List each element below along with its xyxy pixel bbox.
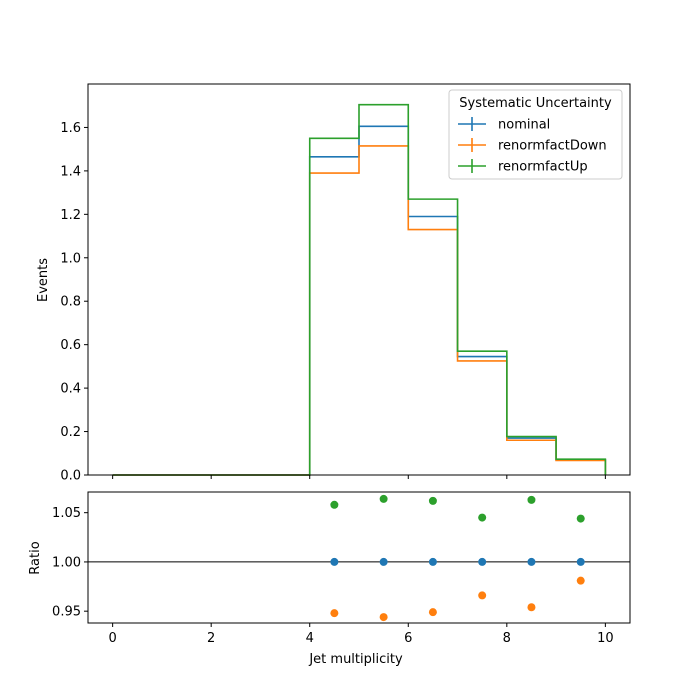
- main-y-tick-label: 0.0: [60, 469, 81, 484]
- legend-label: renormfactDown: [498, 139, 607, 154]
- ratio-point-renormfactDown: [428, 608, 437, 617]
- ratio-axes-frame: [87, 491, 631, 624]
- ratio-point-renormfactUp: [478, 513, 487, 522]
- ratio-panel: 0.95 1.00 1.05 0 2 4 6 8 10 Ratio Jet multiplic…: [28, 491, 631, 667]
- main-y-tick-label: 1.0: [60, 251, 81, 266]
- ratio-point-renormfactDown: [478, 591, 487, 600]
- ratio-point-renormfactUp: [527, 495, 536, 504]
- ratio-y-tick-label: 1.05: [52, 506, 81, 521]
- ratio-series-group: [330, 494, 585, 622]
- ratio-point-renormfactUp: [428, 496, 437, 505]
- x-tick-label: 0: [108, 631, 116, 646]
- ratio-point-nominal: [428, 557, 437, 566]
- main-y-tick-label: 1.6: [60, 121, 81, 136]
- ratio-point-renormfactUp: [576, 514, 585, 523]
- main-y-tick-label: 0.2: [60, 425, 81, 440]
- main-y-tick-label: 0.4: [60, 382, 81, 397]
- x-axis-label: Jet multiplicity: [308, 652, 403, 667]
- main-y-tick-label: 1.4: [60, 164, 81, 179]
- ratio-point-nominal: [330, 557, 339, 566]
- x-tick-label: 8: [503, 631, 511, 646]
- ratio-point-renormfactDown: [330, 609, 339, 618]
- main-y-axis-label: Events: [36, 258, 51, 302]
- ratio-point-renormfactDown: [379, 613, 388, 622]
- main-panel: 0.0 0.2 0.4 0.6 0.8 1.0 1.2 1.4 1.6 Events Syste…: [36, 83, 631, 484]
- legend-label: renormfactUp: [498, 160, 588, 175]
- main-y-ticks: 0.0 0.2 0.4 0.6 0.8 1.0 1.2 1.4 1.6: [60, 121, 88, 484]
- x-tick-label: 6: [404, 631, 412, 646]
- x-tick-label: 4: [306, 631, 314, 646]
- ratio-y-tick-label: 1.00: [52, 555, 81, 570]
- main-y-tick-label: 1.2: [60, 208, 81, 223]
- ratio-point-renormfactDown: [576, 576, 585, 585]
- x-tick-label: 10: [597, 631, 614, 646]
- legend-entries: nominal renormfactDown renormfactUp: [458, 117, 607, 175]
- main-axes-frame: [87, 83, 631, 476]
- legend-entry-renormfactUp: renormfactUp: [458, 159, 588, 175]
- main-y-tick-label: 0.8: [60, 295, 81, 310]
- ratio-point-nominal: [527, 557, 536, 566]
- main-y-tick-label: 0.6: [60, 338, 81, 353]
- ratio-point-nominal: [478, 557, 487, 566]
- legend-label: nominal: [498, 118, 550, 133]
- ratio-x-ticks: 0 2 4 6 8 10: [108, 623, 614, 646]
- legend-box: [448, 89, 623, 180]
- ratio-point-renormfactUp: [330, 500, 339, 509]
- ratio-point-renormfactDown: [527, 603, 536, 612]
- ratio-y-ticks: 0.95 1.00 1.05: [52, 506, 88, 620]
- main-x-ticks: [112, 475, 606, 479]
- ratio-y-tick-label: 0.95: [52, 605, 81, 620]
- ratio-y-axis-label: Ratio: [28, 541, 43, 574]
- ratio-point-nominal: [576, 557, 585, 566]
- ratio-point-nominal: [379, 557, 388, 566]
- legend-entry-nominal: nominal: [458, 117, 550, 133]
- legend: Systematic Uncertainty nominal renormfact…: [448, 89, 623, 180]
- legend-title: Systematic Uncertainty: [459, 96, 612, 111]
- x-tick-label: 2: [207, 631, 215, 646]
- ratio-point-renormfactUp: [379, 494, 388, 503]
- legend-entry-renormfactDown: renormfactDown: [458, 138, 607, 154]
